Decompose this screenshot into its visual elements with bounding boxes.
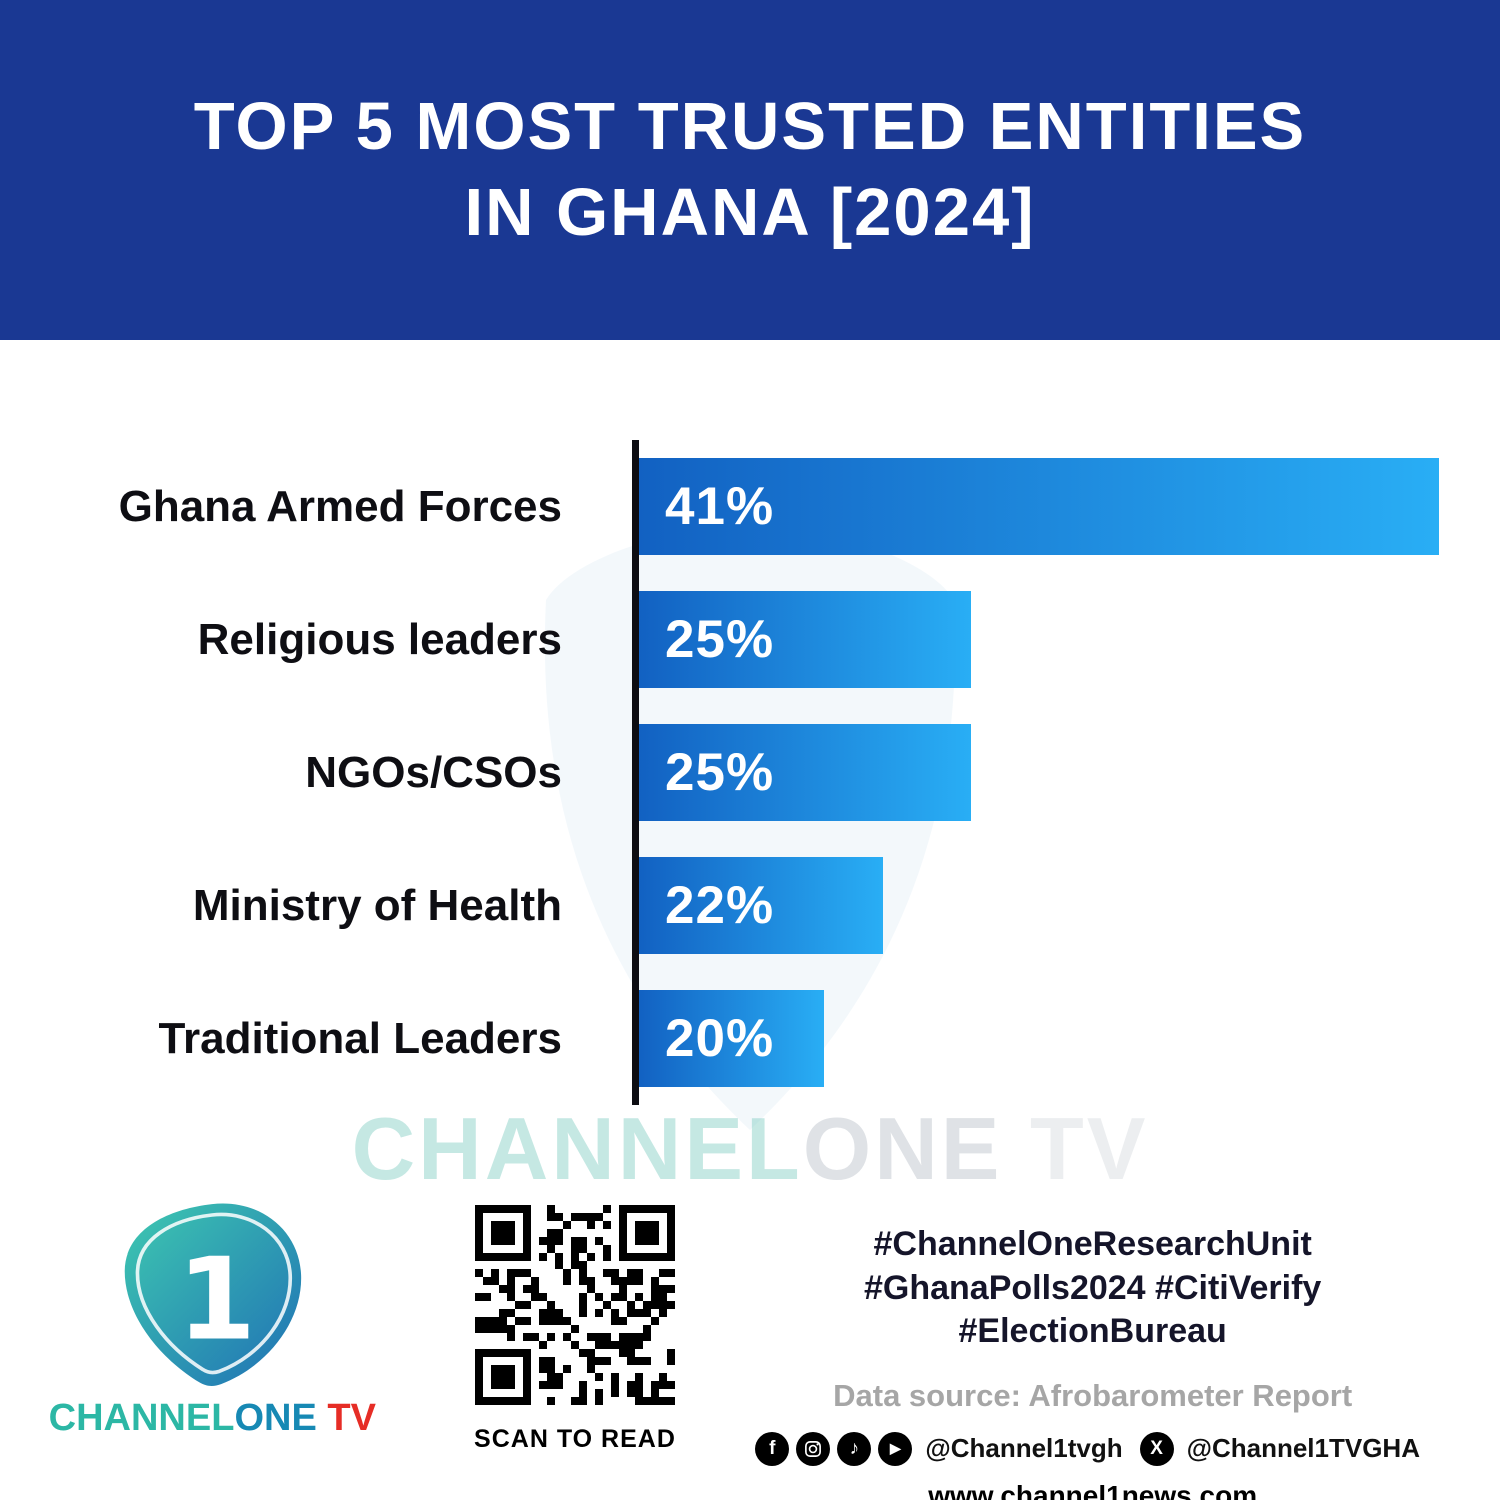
youtube-icon: ▶ — [878, 1431, 913, 1466]
category-label-ngos-csos: NGOs/CSOs — [305, 747, 562, 797]
bar-traditional-leaders: 20% — [639, 990, 824, 1087]
bar-ngos-csos: 25% — [639, 724, 971, 821]
value-label: 41% — [665, 477, 775, 536]
value-label: 20% — [665, 1009, 775, 1068]
hashtag-line-3: #ElectionBureau — [958, 1312, 1227, 1351]
brand-wordmark: CHANNELONE TV — [49, 1397, 376, 1440]
qr-block: SCAN TO READ — [425, 1195, 726, 1495]
facebook-icon: f — [755, 1431, 790, 1466]
chart-rows: Ghana Armed Forces 41% Religious leaders… — [0, 458, 1500, 1123]
footer: 1 CHANNELONE TV SCAN TO READ #ChannelOne… — [0, 1195, 1500, 1500]
bar-ghana-armed-forces: 41% — [639, 458, 1439, 555]
x-icon: X — [1139, 1431, 1174, 1466]
value-label: 25% — [665, 743, 775, 802]
tiktok-icon: ♪ — [837, 1431, 872, 1466]
social-handle-primary: @Channel1tvgh — [925, 1433, 1123, 1464]
footer-info: #ChannelOneResearchUnit #GhanaPolls2024 … — [725, 1195, 1500, 1500]
bar-religious-leaders: 25% — [639, 591, 971, 688]
page-title-line2: IN GHANA [2024] — [464, 175, 1036, 250]
chart-row: Ghana Armed Forces 41% — [0, 458, 1500, 555]
hashtag-line-1: #ChannelOneResearchUnit — [873, 1225, 1312, 1263]
chart-row: Ministry of Health 22% — [0, 857, 1500, 954]
chart-row: Religious leaders 25% — [0, 591, 1500, 688]
category-label-religious-leaders: Religious leaders — [197, 614, 562, 664]
logo-numeral: 1 — [177, 1234, 256, 1366]
brand-one: ONE — [234, 1397, 317, 1439]
chart-row: NGOs/CSOs 25% — [0, 724, 1500, 821]
brand-tv: TV — [316, 1397, 376, 1439]
value-label: 25% — [665, 610, 775, 669]
category-label-ministry-of-health: Ministry of Health — [192, 880, 562, 930]
chart-row: Traditional Leaders 20% — [0, 990, 1500, 1087]
chart-axis — [632, 440, 639, 1105]
value-label: 22% — [665, 876, 775, 935]
bar-chart: Ghana Armed Forces 41% Religious leaders… — [0, 340, 1500, 1195]
brand-channel: CHANNEL — [48, 1397, 235, 1439]
header-banner: TOP 5 MOST TRUSTED ENTITIES IN GHANA [20… — [0, 0, 1500, 340]
logo-block: 1 CHANNELONE TV — [0, 1195, 425, 1495]
social-row: f ♪ ▶ @Channel1tvgh X @Channel1TVGHA — [755, 1431, 1430, 1466]
page-title-line1: TOP 5 MOST TRUSTED ENTITIES — [193, 89, 1307, 165]
instagram-icon — [796, 1431, 831, 1466]
hashtag-line-2: #GhanaPolls2024 #CitiVerify — [864, 1268, 1322, 1307]
category-label-traditional-leaders: Traditional Leaders — [158, 1013, 562, 1063]
category-label-ghana-armed-forces: Ghana Armed Forces — [118, 481, 562, 531]
website-url: www.channel1news.com — [928, 1479, 1258, 1500]
channel-one-logo-icon: 1 — [125, 1203, 302, 1386]
social-handle-x: @Channel1TVGHA — [1186, 1433, 1420, 1464]
data-source: Data source: Afrobarometer Report — [833, 1377, 1353, 1413]
qr-caption: SCAN TO READ — [474, 1425, 676, 1453]
qr-code — [474, 1205, 675, 1405]
bar-ministry-of-health: 22% — [639, 857, 883, 954]
